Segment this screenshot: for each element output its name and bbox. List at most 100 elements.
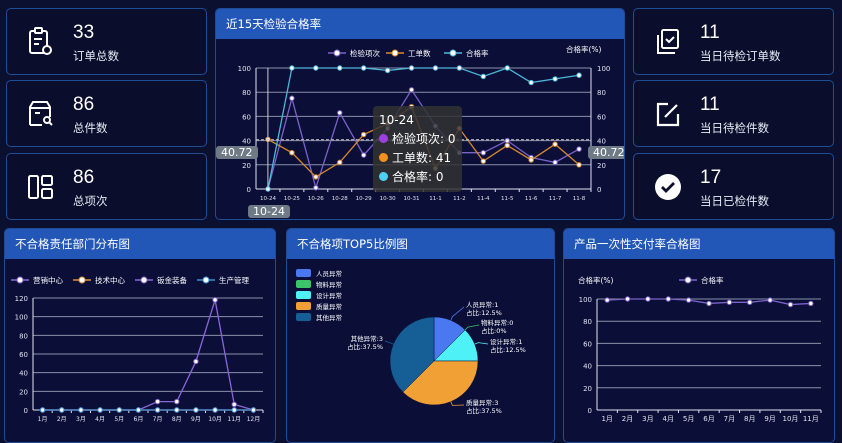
legend-marker-icon xyxy=(16,276,24,284)
edit-square-icon xyxy=(656,102,680,127)
data-point xyxy=(552,141,558,147)
x-tick-label: 10-30 xyxy=(380,196,396,202)
data-point xyxy=(576,162,582,168)
x-tick-label: 8月 xyxy=(172,416,182,423)
x-tick-label: 11-7 xyxy=(549,196,562,202)
data-point xyxy=(504,142,510,149)
data-point xyxy=(528,157,534,163)
card-total-orders: 33 订单总数 xyxy=(6,8,207,75)
y-tick-label: 0 xyxy=(24,407,28,415)
legend-label: 物料异常 xyxy=(316,280,342,289)
legend-swatch-icon xyxy=(296,302,311,310)
data-point xyxy=(97,407,103,413)
x-tick-label: 9月 xyxy=(764,415,775,423)
y-tick-label: 0 xyxy=(247,186,251,194)
legend-label: 工单数 xyxy=(408,48,431,58)
legend-marker-icon xyxy=(449,49,457,57)
y-tick-label: 40 xyxy=(242,138,251,146)
card-total-pieces: 86 总件数 xyxy=(6,80,207,147)
y-tick-label: 40 xyxy=(19,370,28,378)
y2-tick-label: 40 xyxy=(597,138,606,146)
panel-title: 不合格项TOP5比例图 xyxy=(287,229,554,259)
x-tick-label: 5月 xyxy=(114,416,124,423)
pie-label-line xyxy=(474,342,489,345)
y-tick-label: 40 xyxy=(583,363,592,371)
legend-label: 生产管理 xyxy=(219,275,249,285)
copy-check-icon xyxy=(657,29,679,54)
pie-label-line xyxy=(450,306,465,321)
data-point xyxy=(456,65,463,71)
y-tick-label: 60 xyxy=(583,340,592,348)
y2-axis-title: 合格率(%) xyxy=(566,44,602,54)
data-point xyxy=(313,65,319,71)
x-tick-label: 10-31 xyxy=(404,196,420,202)
data-point xyxy=(193,407,199,413)
dept-distribution-panel: 不合格责任部门分布图 0 20 40 60 80 100 120 1月 2月 3月 4月 5月 6月 7月… xyxy=(4,228,276,443)
y-tick-label: 80 xyxy=(583,318,592,326)
top5-ratio-panel: 不合格项TOP5比例图 人员异常 物料异常 设计异常 质量异常 其他异常 人员异常:1 占比… xyxy=(286,228,555,443)
card-value: 17 xyxy=(700,167,722,188)
legend-marker-icon xyxy=(78,276,86,284)
data-point xyxy=(685,297,692,303)
legend-label: 设计异常 xyxy=(316,291,342,300)
tooltip-row: 检验项次: 0 xyxy=(379,130,456,149)
data-point xyxy=(808,300,814,307)
x-tick-label: 3月 xyxy=(642,415,653,423)
data-point xyxy=(289,65,295,71)
y2-tick-label: 100 xyxy=(597,65,610,73)
pie-label-percent: 占比:12.5% xyxy=(466,308,502,317)
chart-tooltip: 10-24 检验项次: 0 工单数: 41 合格率: 0 xyxy=(373,106,462,192)
pie-label: 其他异常:3 xyxy=(351,334,383,343)
pie-label-line xyxy=(384,340,394,345)
x-tick-label: 12月 xyxy=(247,416,261,423)
crosshair-y-label-left: 40.72 xyxy=(216,146,258,159)
dept-distribution-chart[interactable]: 0 20 40 60 80 100 120 1月 2月 3月 4月 5月 6月 7月 8月 9月 10月 11月 1… xyxy=(5,259,276,443)
y2-tick-label: 80 xyxy=(597,89,606,97)
data-point xyxy=(706,300,712,307)
y-tick-label: 100 xyxy=(238,65,251,73)
x-tick-label: 11月 xyxy=(227,416,241,423)
top5-ratio-pie-chart[interactable]: 人员异常物料异常设计异常质量异常其他异常人员异常:1占比:12.5%物料异常:0… xyxy=(287,259,555,443)
delivery-rate-panel: 产品一次性交付率合格图 0 20 40 60 80 100 1月 2月 3月 4月 5月 6月 7月 8月… xyxy=(563,228,835,443)
x-tick-label: 10-26 xyxy=(308,196,324,202)
data-point xyxy=(787,301,794,308)
y2-tick-label: 60 xyxy=(597,113,606,121)
legend-label: 技术中心 xyxy=(95,275,125,285)
x-tick-label: 1月 xyxy=(601,415,612,423)
legend-label: 检验项次 xyxy=(350,48,380,58)
data-point xyxy=(767,297,773,303)
x-tick-label: 5月 xyxy=(683,415,694,423)
x-tick-label: 11月 xyxy=(803,415,819,423)
pie-label-percent: 占比:12.5% xyxy=(490,345,526,354)
legend-marker-icon xyxy=(140,276,148,284)
legend-label: 其他异常 xyxy=(316,313,342,322)
card-label: 总项次 xyxy=(73,194,108,208)
legend-marker-icon xyxy=(202,276,210,284)
x-tick-label: 10-25 xyxy=(284,196,300,202)
data-point xyxy=(39,407,46,413)
x-tick-label: 11-6 xyxy=(525,196,538,202)
card-label: 当日待检订单数 xyxy=(700,49,781,63)
card-pending-orders: 11 当日待检订单数 xyxy=(633,8,834,75)
data-point xyxy=(337,159,343,166)
legend-label: 合格率 xyxy=(466,48,489,58)
data-point xyxy=(576,146,582,152)
box-search-icon xyxy=(29,101,53,126)
y-tick-label: 0 xyxy=(588,407,592,415)
data-point xyxy=(480,150,487,156)
legend-swatch-icon xyxy=(296,269,311,277)
y-tick-label: 100 xyxy=(579,296,592,304)
data-point xyxy=(337,65,343,71)
legend-swatch-icon xyxy=(296,280,311,288)
x-tick-label: 6月 xyxy=(134,416,144,423)
data-point xyxy=(604,297,610,303)
data-point xyxy=(504,137,510,144)
legend-label: 营销中心 xyxy=(33,275,63,285)
data-point xyxy=(337,110,343,116)
data-point xyxy=(624,296,631,302)
data-point xyxy=(289,95,295,101)
x-tick-label: 4月 xyxy=(95,416,105,423)
data-point xyxy=(504,65,510,71)
delivery-rate-chart[interactable]: 0 20 40 60 80 100 1月 2月 3月 4月 5月 6月 7月 8月 9月 10月 11月 合格率 合… xyxy=(564,259,835,443)
y-tick-label: 20 xyxy=(19,388,28,396)
